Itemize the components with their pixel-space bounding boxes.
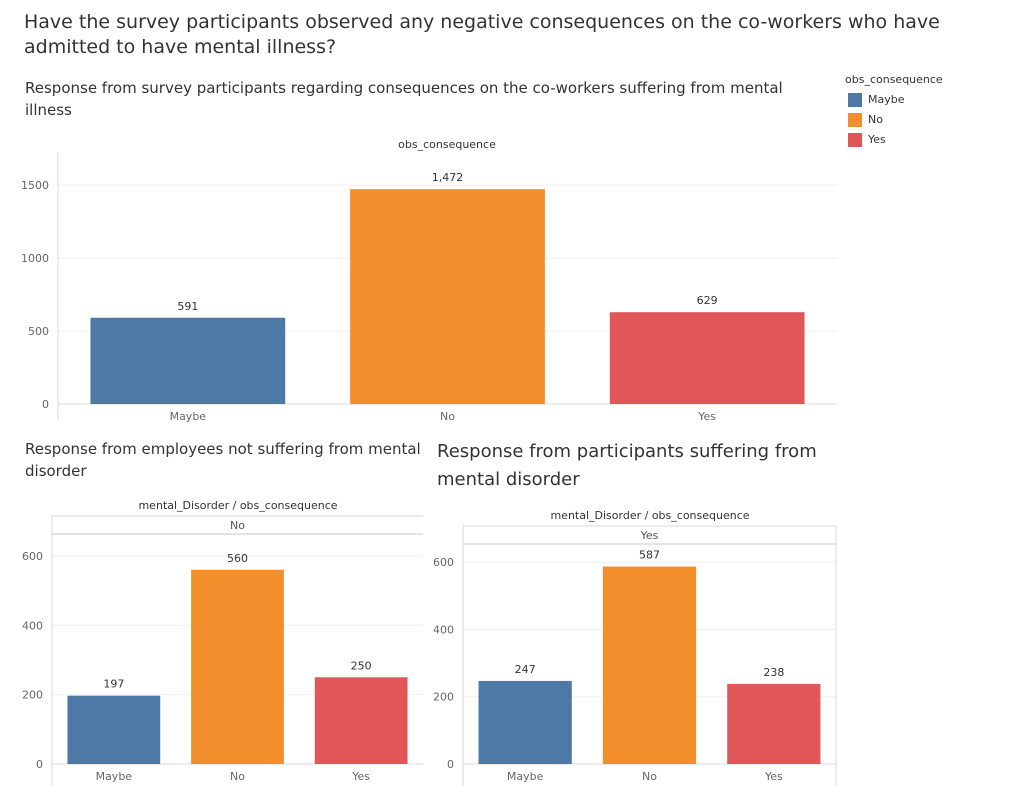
dashboard-title: Have the survey participants observed an… (24, 11, 940, 58)
chart1-y-tick-label-1: 500 (28, 325, 49, 338)
chart-no-disorder: mental_Disorder / obs_consequence No 0 200 4… (22, 499, 423, 786)
chart1-x-tick-label-maybe: Maybe (170, 410, 207, 423)
legend-item-yes[interactable]: Yes (848, 133, 886, 147)
chart-2-title: Response from employees not suffering fr… (25, 440, 421, 480)
chart1-y-tick-label-3: 1500 (21, 179, 49, 192)
chart1-bar-yes (609, 312, 805, 404)
legend-swatch-maybe (848, 93, 862, 107)
chart1-y-tick-label-2: 1000 (21, 252, 49, 265)
chart2-data-label-no: 560 (227, 552, 248, 565)
chart3-bar-maybe (478, 680, 572, 764)
chart2-y-tick-label-2: 400 (22, 619, 43, 632)
chart3-x-tick-label-no: No (642, 770, 657, 783)
chart-3-title: Response from participants suffering fro… (437, 441, 817, 490)
chart2-panel-label: No (230, 519, 245, 532)
legend-label-yes: Yes (868, 133, 886, 146)
chart3-y-tick-label-2: 400 (433, 623, 454, 636)
chart3-data-label-no: 587 (639, 549, 660, 562)
chart2-y-tick-label-3: 600 (22, 550, 43, 563)
legend-title: obs_consequence (845, 73, 943, 86)
legend-swatch-yes (848, 133, 862, 147)
chart1-header: obs_consequence (398, 138, 496, 151)
chart2-y-tick-label-1: 200 (22, 689, 43, 702)
chart3-data-label-yes: 238 (763, 666, 784, 679)
chart1-x-tick-label-no: No (440, 410, 455, 423)
chart3-bar-no (602, 566, 697, 764)
chart-with-disorder: mental_Disorder / obs_consequence Yes 0 200… (433, 509, 837, 786)
legend-item-no[interactable]: No (848, 113, 883, 127)
chart3-x-tick-label-maybe: Maybe (507, 770, 544, 783)
chart1-data-label-yes: 629 (697, 294, 718, 307)
chart2-y-tick-label-0: 0 (36, 758, 43, 771)
chart-1-title: Response from survey participants regard… (25, 79, 783, 119)
chart2-x-tick-label-no: No (230, 770, 245, 783)
chart2-bar-maybe (67, 695, 161, 764)
chart3-header: mental_Disorder / obs_consequence (550, 509, 749, 522)
chart-overall: obs_consequence 0 500 1000 1500 591 Maybe 1,472… (21, 138, 837, 423)
legend-swatch-no (848, 113, 862, 127)
chart2-data-label-maybe: 197 (103, 678, 124, 691)
chart3-bar-yes (727, 683, 821, 764)
chart2-data-label-yes: 250 (351, 659, 372, 672)
chart1-x-tick-label-yes: Yes (697, 410, 716, 423)
chart2-header: mental_Disorder / obs_consequence (138, 499, 337, 512)
legend-label-no: No (868, 113, 883, 126)
chart1-data-label-maybe: 591 (177, 300, 198, 313)
chart1-data-label-no: 1,472 (432, 171, 464, 184)
chart1-bar-maybe (90, 317, 286, 404)
chart3-x-tick-label-yes: Yes (764, 770, 783, 783)
chart2-bar-no (191, 569, 284, 764)
chart3-panel-label: Yes (640, 529, 659, 542)
chart3-y-tick-label-0: 0 (447, 758, 454, 771)
chart2-x-tick-label-yes: Yes (351, 770, 370, 783)
legend-label-maybe: Maybe (868, 93, 905, 106)
legend-item-maybe[interactable]: Maybe (848, 93, 905, 107)
chart3-data-label-maybe: 247 (515, 663, 536, 676)
chart3-y-tick-label-1: 200 (433, 691, 454, 704)
chart2-x-tick-label-maybe: Maybe (96, 770, 133, 783)
chart1-y-tick-label-0: 0 (42, 398, 49, 411)
chart2-bar-yes (314, 677, 408, 764)
chart1-bar-no (350, 189, 545, 404)
chart3-y-tick-label-3: 600 (433, 556, 454, 569)
